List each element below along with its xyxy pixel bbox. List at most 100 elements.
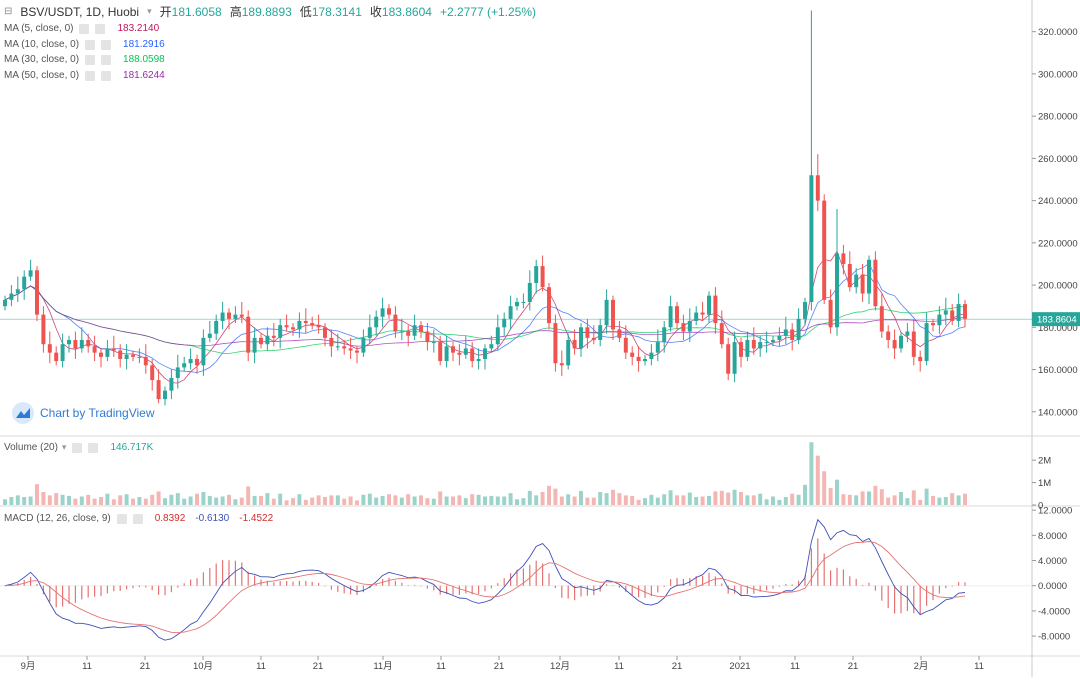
ma5-value: 183.2140 [117,23,160,34]
macd-histogram-bar [670,579,672,586]
macd-histogram-bar [714,576,716,586]
volume-bar [508,493,513,505]
macd-tick-label: 0.0000 [1038,581,1067,592]
macd-histogram-bar [657,585,659,593]
time-tick-label: 11 [436,661,446,672]
volume-bar [143,498,148,505]
macd-histogram-bar [759,585,761,592]
macd-histogram-bar [222,560,224,586]
ma50-legend[interactable]: MA (50, close, 0) 181.6244 [4,70,165,81]
volume-bar [35,484,39,505]
volume-bar [22,497,27,505]
candle-body [271,335,276,338]
signal-line [4,541,966,634]
macd-histogram-bar [394,580,396,586]
volume-bar [636,499,641,505]
volume-bar [566,494,571,505]
settings-icon[interactable] [85,39,96,50]
volume-bar [687,492,692,505]
close-icon[interactable] [101,39,112,50]
settings-icon[interactable] [85,54,96,65]
candle-body [239,314,244,317]
settings-icon[interactable] [116,513,127,524]
volume-bar [207,495,212,505]
macd-histogram-bar [574,585,576,601]
candle-body [508,306,513,319]
high-label: 高 [229,5,242,19]
low-value: 178.3141 [311,4,362,19]
volume-bar [649,494,654,505]
volume-bar [483,496,487,505]
close-icon[interactable] [101,70,112,81]
candle-body [662,327,667,343]
candle-body [303,320,308,324]
close-icon[interactable] [132,513,143,524]
macd-legend[interactable]: MACD (12, 26, close, 9) 0.8392 -0.6130 -… [4,513,273,524]
volume-bar [201,492,206,505]
macd-histogram-bar [817,538,819,586]
macd-histogram-bar [529,564,531,586]
settings-icon[interactable] [72,442,83,453]
candle-body [751,339,756,349]
candle-body [137,356,142,358]
volume-bar [611,489,615,505]
candle-body [937,314,942,326]
volume-bar [111,499,116,505]
tradingview-brand[interactable]: Chart by TradingView [12,402,155,424]
price-tick-label: 200.0000 [1038,281,1078,292]
close-icon[interactable] [101,54,112,65]
volume-bar [886,497,891,505]
volume-bar [655,497,660,505]
volume-bar [796,494,801,505]
close-icon[interactable] [95,23,106,34]
ma5-legend[interactable]: MA (5, close, 0) 183.2140 [4,23,159,34]
candle-body [41,314,46,345]
volume-bar [668,490,673,505]
candle-body [943,310,948,315]
ma50-line [4,285,966,347]
candle-body [809,175,814,302]
macd-histogram-bar [55,585,57,608]
volume-bar [739,492,743,505]
volume-bar [719,490,724,505]
candle-body [35,270,39,315]
macd-histogram-bar [298,580,300,586]
candle-body [361,337,366,353]
macd-histogram-bar [471,585,473,595]
volume-bar [457,495,462,505]
macd-histogram-bar [791,584,793,586]
chevron-down-icon[interactable]: ▾ [61,442,67,452]
candle-body [60,344,65,362]
candle-body [860,274,865,294]
candle-body [393,314,398,332]
chevron-down-icon[interactable]: ▾ [147,6,152,16]
ma10-legend[interactable]: MA (10, close, 0) 181.2916 [4,39,165,50]
volume-bar [3,499,7,505]
candle-body [291,327,295,330]
macd-histogram-bar [49,585,51,602]
candle-body [655,342,660,353]
macd-histogram-bar [138,585,140,588]
candle-body [463,348,468,355]
close-icon[interactable] [88,442,99,453]
candle-body [745,339,750,357]
symbol-title[interactable]: BSV/USDT, 1D, Huobi [20,4,140,19]
volume-legend[interactable]: Volume (20) ▾ 146.717K [4,442,153,453]
candle-body [623,337,628,353]
settings-icon[interactable] [79,23,90,34]
candle-body [73,339,78,349]
volume-bar [540,492,545,505]
macd-histogram-bar [682,578,684,586]
collapse-icon[interactable]: ⊟ [4,6,13,17]
close-label: 收 [369,5,382,19]
candle-body [86,339,91,347]
macd-histogram-bar [734,585,736,594]
ma30-legend[interactable]: MA (30, close, 0) 188.0598 [4,54,165,65]
price-tick-label: 320.0000 [1038,27,1078,38]
macd-histogram-bar [778,585,780,587]
settings-icon[interactable] [85,70,96,81]
close-value: 183.8604 [381,4,432,19]
candle-body [259,337,263,345]
